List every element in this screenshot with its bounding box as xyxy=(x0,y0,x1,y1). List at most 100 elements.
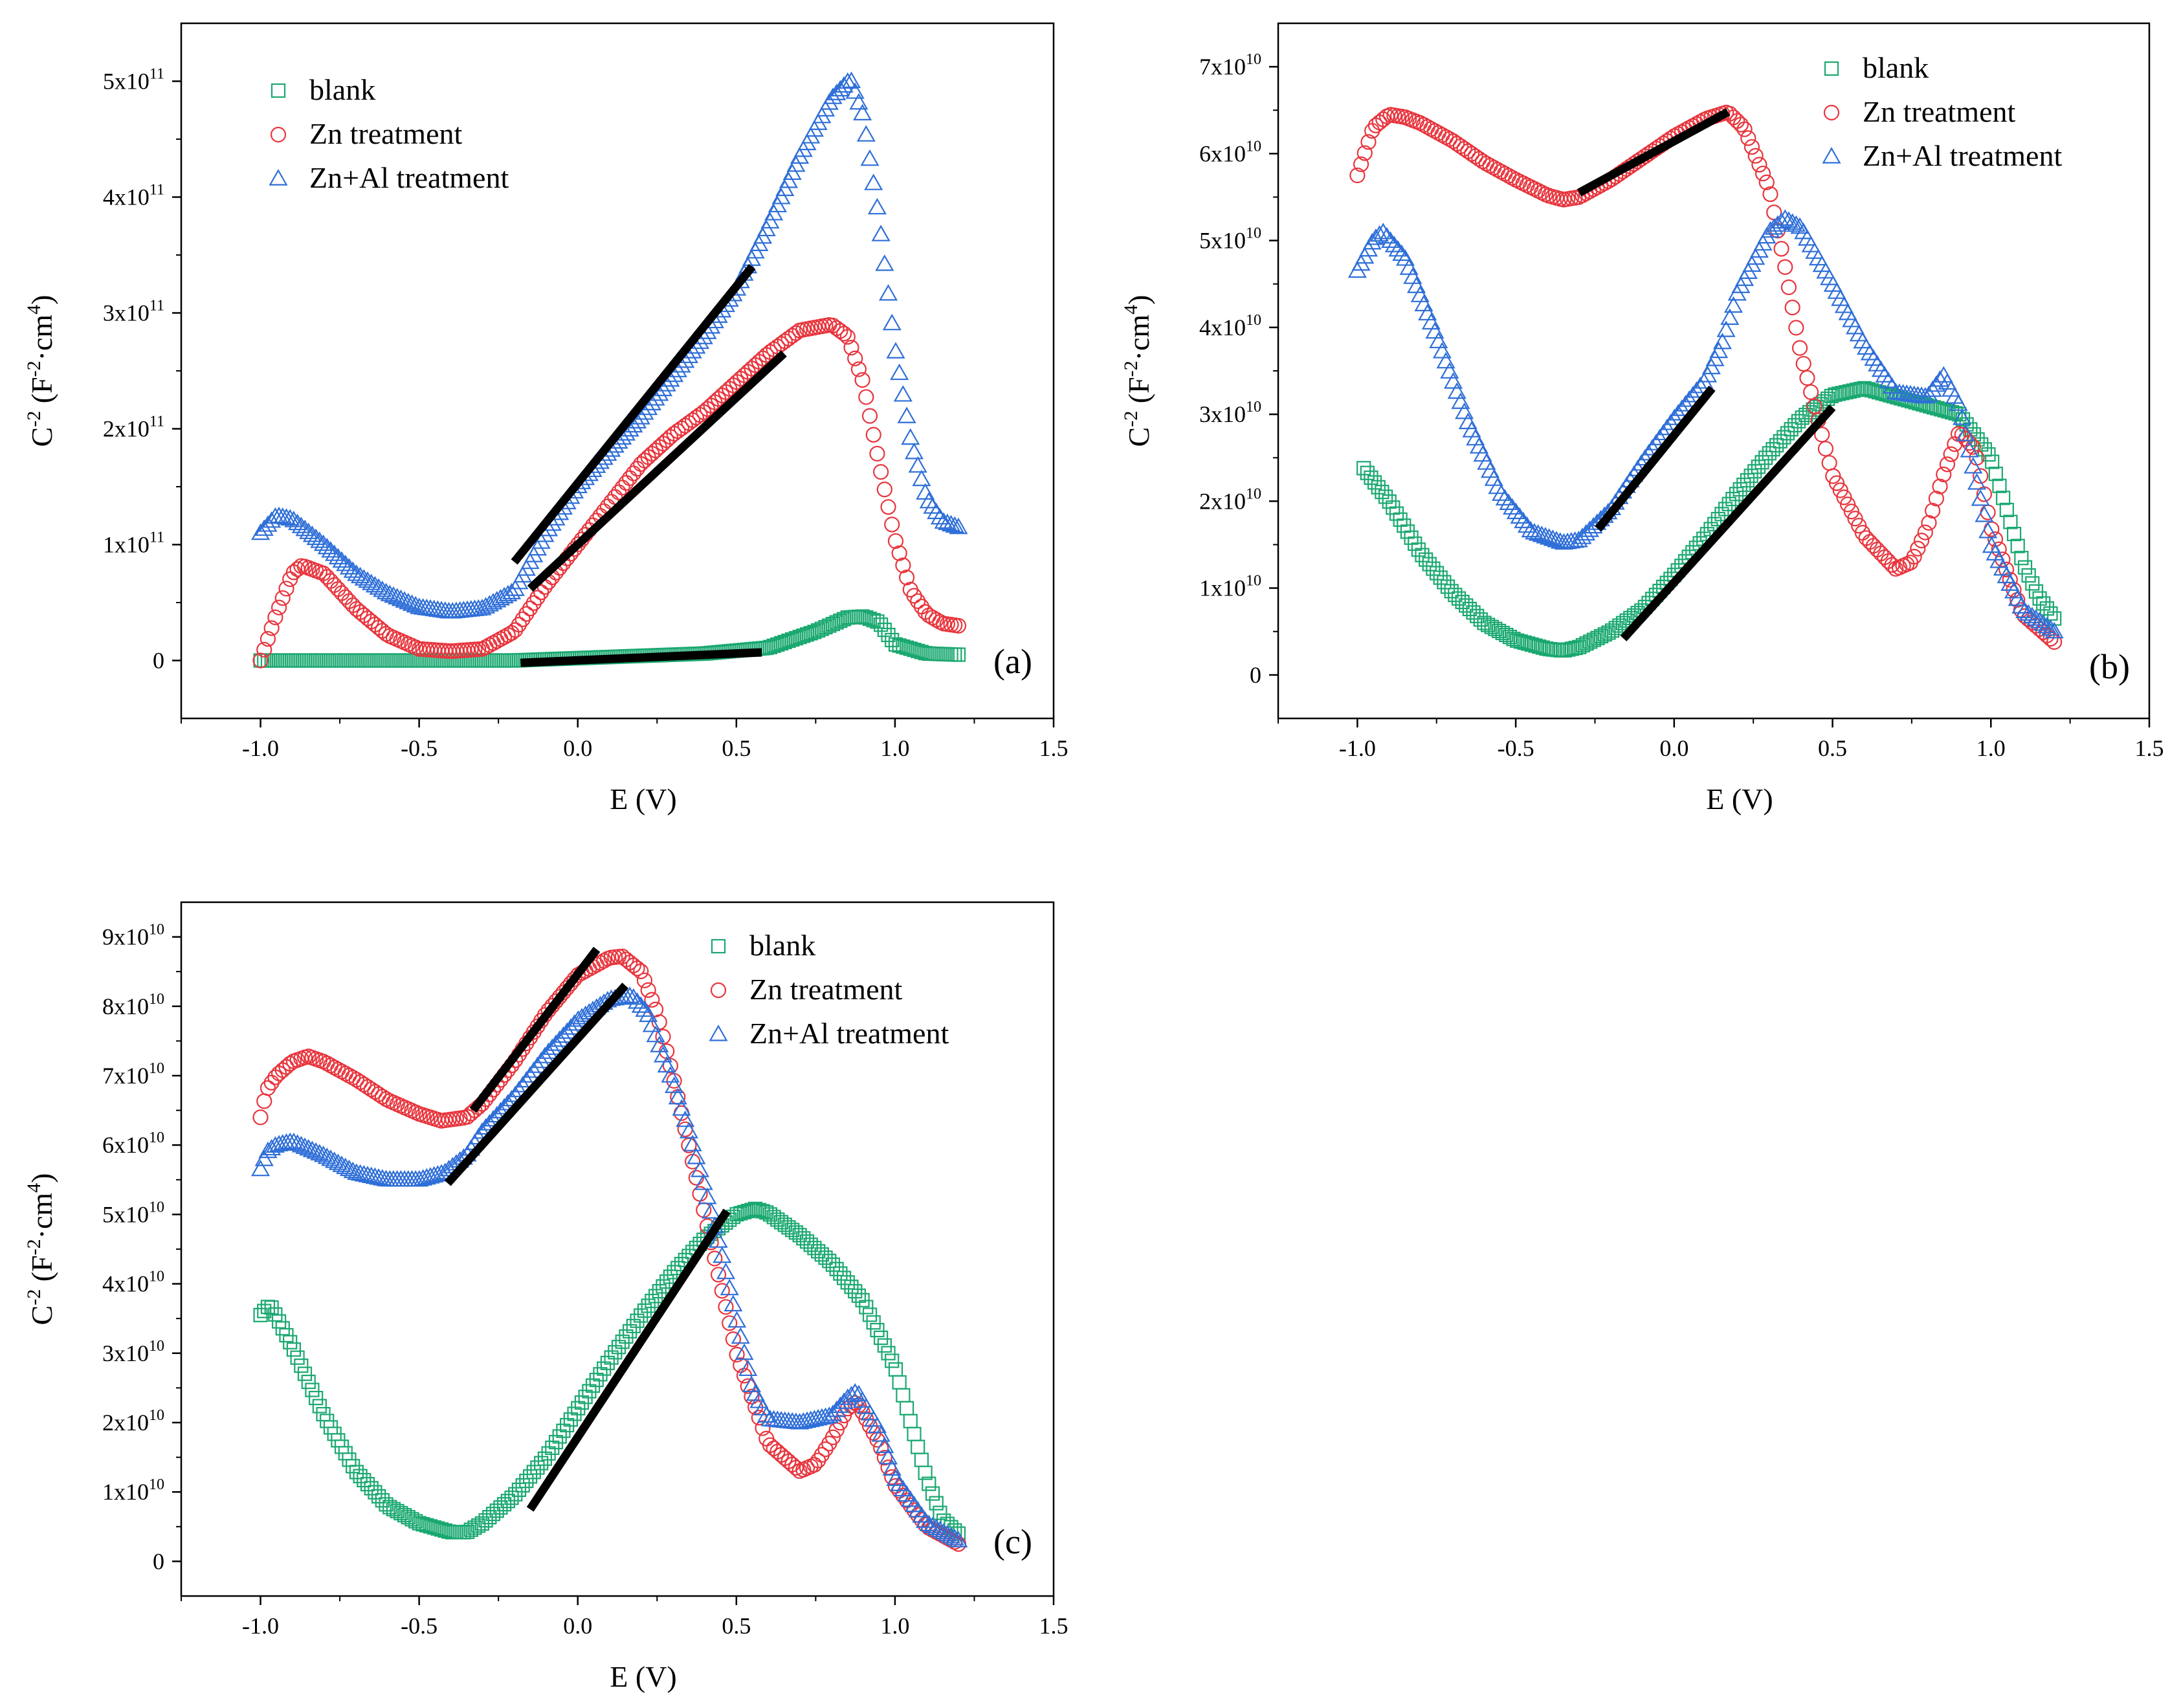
data-point xyxy=(1687,381,1707,398)
data-point xyxy=(740,1204,755,1219)
data-point xyxy=(310,1144,329,1160)
y-tick-label: 6x1010 xyxy=(1199,138,1261,166)
data-point xyxy=(332,551,351,568)
data-point xyxy=(938,1525,957,1542)
data-point xyxy=(368,1485,382,1500)
data-point xyxy=(519,1473,534,1489)
data-point xyxy=(1608,621,1623,636)
data-point xyxy=(1775,209,1795,226)
data-point xyxy=(1917,524,1933,540)
data-point xyxy=(827,1400,847,1417)
y-tick-label: 2x1011 xyxy=(103,414,164,442)
data-point xyxy=(1429,331,1448,349)
data-point xyxy=(653,1046,673,1063)
data-point xyxy=(391,589,410,606)
data-point xyxy=(1788,320,1804,336)
data-point xyxy=(437,1523,452,1538)
data-point xyxy=(412,1516,426,1531)
y-axis-title: C-2 (F-2·cm4) xyxy=(23,1173,58,1325)
data-point xyxy=(2044,621,2064,639)
data-point xyxy=(1433,570,1448,585)
data-point xyxy=(313,534,333,551)
data-point xyxy=(631,996,650,1013)
data-point xyxy=(1506,502,1525,520)
data-point xyxy=(1981,447,1996,462)
data-point xyxy=(629,960,645,977)
data-point xyxy=(280,509,300,526)
chart-panel-c: -1.0 -0.5 0.0 0.5 1.0 1.5 0 1x1010 2x1010 3x1010 4… xyxy=(23,901,1068,1693)
data-point xyxy=(2026,609,2046,626)
data-point xyxy=(542,1038,562,1055)
data-point xyxy=(849,93,869,110)
y-tick-label: 2x1010 xyxy=(1199,485,1261,514)
data-point xyxy=(312,1399,327,1414)
data-point xyxy=(553,1026,573,1043)
data-point xyxy=(273,1134,293,1151)
data-point xyxy=(1725,491,1740,507)
data-point xyxy=(321,1149,340,1166)
data-point xyxy=(1974,437,1989,452)
data-point xyxy=(278,581,294,597)
data-point xyxy=(1698,366,1718,383)
data-point xyxy=(1683,386,1703,403)
data-point xyxy=(803,626,818,641)
data-point xyxy=(657,1056,676,1073)
data-point xyxy=(851,1288,866,1303)
legend-label: Zn treatment xyxy=(309,117,463,150)
data-point xyxy=(1356,145,1373,161)
data-point xyxy=(1847,511,1863,527)
data-point xyxy=(384,586,403,603)
data-point xyxy=(564,1014,584,1031)
data-point xyxy=(364,1481,379,1496)
data-point xyxy=(650,1036,669,1052)
data-point xyxy=(841,71,861,88)
legend-marker xyxy=(271,83,286,98)
y-tick-label: 4x1011 xyxy=(103,182,164,210)
data-point xyxy=(582,1384,597,1399)
data-point xyxy=(676,1110,695,1127)
data-point xyxy=(878,1448,898,1465)
data-point xyxy=(1868,384,1883,399)
data-point xyxy=(801,1410,821,1427)
data-point xyxy=(1432,342,1452,359)
data-point xyxy=(1831,386,1846,401)
x-tick-label: 1.5 xyxy=(2135,735,2164,761)
data-point xyxy=(546,1034,566,1051)
data-point xyxy=(1586,632,1601,647)
data-point xyxy=(1755,455,1769,470)
data-point xyxy=(875,1436,894,1454)
data-point xyxy=(1919,398,1934,413)
data-point xyxy=(301,1374,316,1390)
data-point xyxy=(777,634,792,650)
data-point xyxy=(720,1278,739,1296)
data-point xyxy=(797,1411,817,1428)
data-point xyxy=(679,1122,698,1138)
data-point xyxy=(260,631,276,647)
data-point xyxy=(502,1089,522,1107)
data-point xyxy=(634,1308,648,1323)
data-point xyxy=(535,1047,555,1063)
data-point xyxy=(870,614,885,629)
data-point xyxy=(421,1167,440,1184)
data-point xyxy=(786,155,806,172)
data-point xyxy=(1444,584,1459,599)
data-point xyxy=(388,588,407,604)
linear-fit-line xyxy=(511,263,756,565)
data-point xyxy=(710,1267,727,1283)
data-point xyxy=(325,544,344,561)
data-point xyxy=(1517,635,1532,650)
y-tick-label: 9x1010 xyxy=(102,922,164,950)
data-point xyxy=(859,1300,874,1314)
y-tick-label: 0 xyxy=(153,1548,164,1574)
data-point xyxy=(1821,391,1835,406)
data-point xyxy=(339,1159,359,1177)
data-point xyxy=(1953,408,1972,425)
data-point xyxy=(1851,518,1867,534)
data-point xyxy=(871,225,891,241)
series-zn-al-treatment xyxy=(250,986,968,1547)
data-point xyxy=(667,1265,681,1280)
data-point xyxy=(876,1450,892,1466)
x-tick-label: 0.0 xyxy=(1659,735,1688,761)
data-point xyxy=(1780,279,1797,295)
